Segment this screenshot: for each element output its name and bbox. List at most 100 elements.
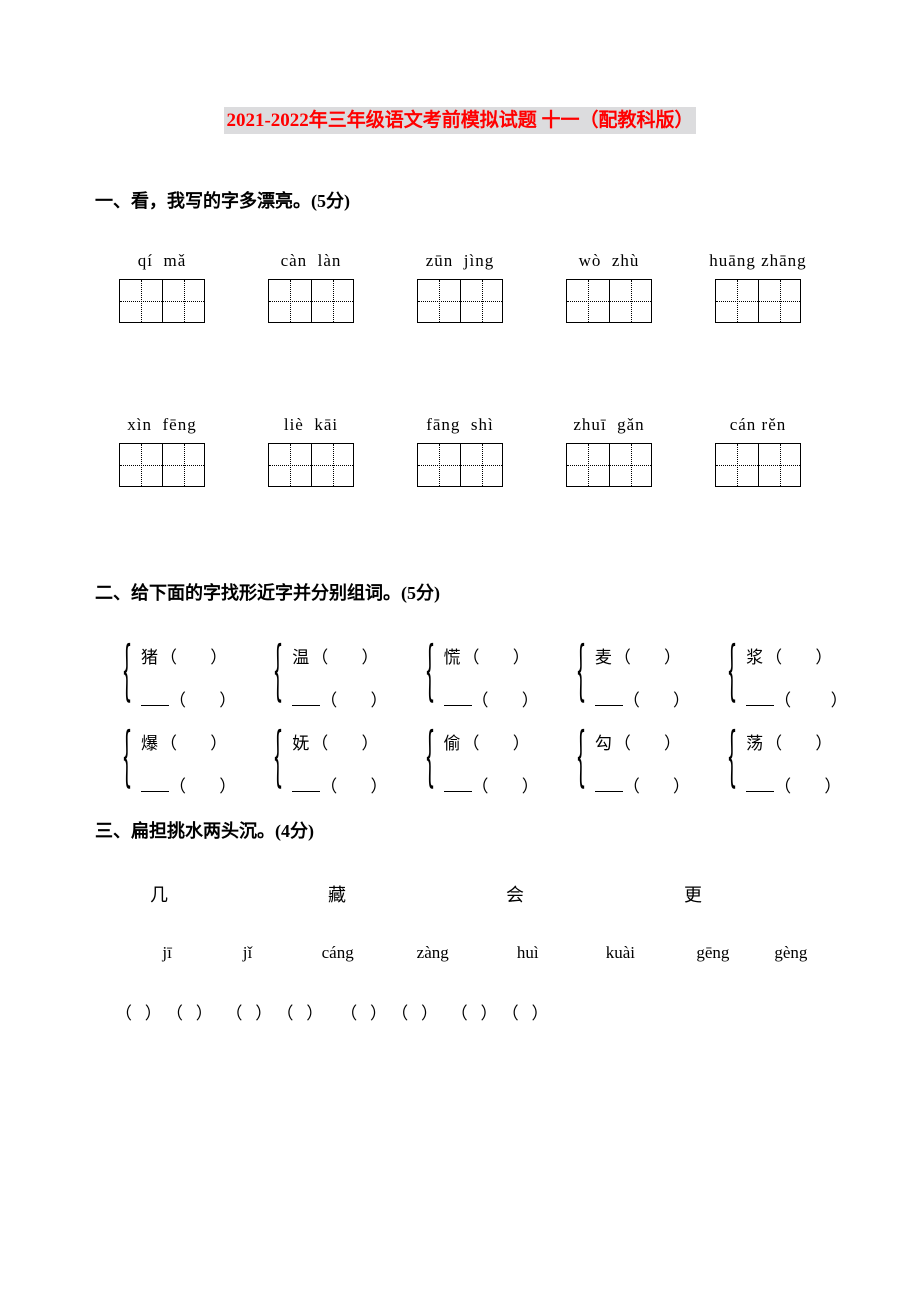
curly-brace-icon: ｛	[258, 732, 282, 794]
pinyin-option: zàng	[382, 943, 484, 963]
brace-row-1: ｛ 猪（ ） （ ） ｛ 温（ ） （ ） ｛ 慌（ ） （ ） ｛	[95, 643, 825, 711]
brace-group: ｛ 勾（ ） （ ）	[549, 729, 692, 797]
char-box	[417, 279, 503, 323]
brace-group: ｛ 慌（ ） （ ）	[398, 643, 541, 711]
pinyin-label: cán rěn	[730, 415, 787, 435]
brace-bottom-line: （ ）	[141, 772, 238, 797]
given-char: 妩	[292, 734, 311, 753]
curly-brace-icon: ｛	[712, 646, 736, 708]
pinyin-label: qí mǎ	[138, 251, 187, 271]
blank-underline	[141, 705, 169, 706]
brace-top-line: 浆（ ）	[746, 643, 850, 668]
brace-group: ｛ 荡（ ） （ ）	[700, 729, 843, 797]
char-cell	[311, 444, 353, 486]
pinyin-item: xìn fēng	[107, 415, 217, 487]
char-box	[119, 279, 205, 323]
pinyin-item: liè kāi	[256, 415, 366, 487]
pinyin-option: huì	[484, 943, 572, 963]
pinyin-item: fāng shì	[405, 415, 515, 487]
pinyin-label: wò zhù	[579, 251, 640, 271]
pinyin-item: zūn jìng	[405, 251, 515, 323]
brace-lines: 浆（ ） （ ）	[746, 643, 850, 711]
char-cell	[609, 280, 651, 322]
brace-lines: 勾（ ） （ ）	[595, 729, 692, 797]
given-char: 偷	[444, 734, 463, 753]
brace-top-line: 勾（ ）	[595, 729, 692, 754]
char-cell	[120, 444, 162, 486]
polyphone-char: 会	[506, 881, 524, 907]
brace-lines: 慌（ ） （ ）	[444, 643, 541, 711]
pinyin-option: kuài	[572, 943, 669, 963]
pinyin-label: càn làn	[281, 251, 342, 271]
char-cell	[269, 444, 311, 486]
brace-top-line: 荡（ ）	[746, 729, 843, 754]
blank-underline	[595, 705, 623, 706]
brace-top-line: 麦（ ）	[595, 643, 692, 668]
brace-group: ｛ 偷（ ） （ ）	[398, 729, 541, 797]
brace-bottom-line: （ ）	[292, 686, 389, 711]
brace-lines: 妩（ ） （ ）	[292, 729, 389, 797]
blank-underline	[595, 791, 623, 792]
brace-top-line: 猪（ ）	[141, 643, 238, 668]
title-highlight: 2021-2022年三年级语文考前模拟试题 十一（配教科版）	[224, 107, 695, 134]
brace-bottom-line: （ ）	[141, 686, 238, 711]
brace-top-line: 爆（ ）	[141, 729, 238, 754]
blank-underline	[746, 791, 774, 792]
pinyin-option: gēng	[669, 943, 757, 963]
polyphone-char: 藏	[328, 881, 346, 907]
given-char: 勾	[595, 734, 614, 753]
brace-top-line: 慌（ ）	[444, 643, 541, 668]
brace-lines: 荡（ ） （ ）	[746, 729, 843, 797]
char-cell	[418, 280, 460, 322]
char-cell	[716, 280, 758, 322]
char-cell	[758, 280, 800, 322]
brace-group: ｛ 爆（ ） （ ）	[95, 729, 238, 797]
given-char: 荡	[746, 734, 765, 753]
curly-brace-icon: ｛	[258, 646, 282, 708]
pinyin-label: zhuī gǎn	[573, 415, 644, 435]
brace-lines: 爆（ ） （ ）	[141, 729, 238, 797]
section1-heading: 一、看，我写的字多漂亮。(5分)	[95, 187, 825, 213]
char-box	[566, 279, 652, 323]
char-cell	[311, 280, 353, 322]
brace-top-line: 温（ ）	[292, 643, 389, 668]
section2-heading: 二、给下面的字找形近字并分别组词。(5分)	[95, 579, 825, 605]
curly-brace-icon: ｛	[712, 732, 736, 794]
char-box	[119, 443, 205, 487]
char-cell	[269, 280, 311, 322]
pinyin-item: qí mǎ	[107, 251, 217, 323]
section3-chars-row: 几 藏 会 更	[95, 881, 825, 907]
pinyin-label: huāng zhāng	[709, 251, 806, 271]
pinyin-label: xìn fēng	[127, 415, 196, 435]
char-cell	[418, 444, 460, 486]
pinyin-item: cán rěn	[703, 415, 813, 487]
blank-underline	[292, 791, 320, 792]
pinyin-option: cáng	[294, 943, 382, 963]
given-char: 浆	[746, 648, 765, 667]
char-box	[566, 443, 652, 487]
curly-brace-icon: ｛	[410, 646, 434, 708]
brace-bottom-line: （ ）	[444, 772, 541, 797]
brace-lines: 麦（ ） （ ）	[595, 643, 692, 711]
brace-bottom-line: （ ）	[595, 772, 692, 797]
pinyin-item: zhuī gǎn	[554, 415, 664, 487]
brace-group: ｛ 麦（ ） （ ）	[549, 643, 692, 711]
pinyin-option: jī	[133, 943, 201, 963]
brace-group: ｛ 浆（ ） （ ）	[700, 643, 850, 711]
brace-lines: 偷（ ） （ ）	[444, 729, 541, 797]
curly-brace-icon: ｛	[561, 732, 585, 794]
given-char: 温	[292, 648, 311, 667]
char-cell	[120, 280, 162, 322]
blank-underline	[444, 791, 472, 792]
pinyin-option: gèng	[757, 943, 825, 963]
brace-group: ｛ 温（ ） （ ）	[246, 643, 389, 711]
char-box	[417, 443, 503, 487]
char-cell	[460, 280, 502, 322]
pinyin-label: fāng shì	[426, 415, 494, 435]
blank-underline	[141, 791, 169, 792]
brace-bottom-line: （ ）	[746, 686, 850, 711]
brace-bottom-line: （ ）	[444, 686, 541, 711]
brace-top-line: 妩（ ）	[292, 729, 389, 754]
brace-top-line: 偷（ ）	[444, 729, 541, 754]
char-box	[268, 443, 354, 487]
